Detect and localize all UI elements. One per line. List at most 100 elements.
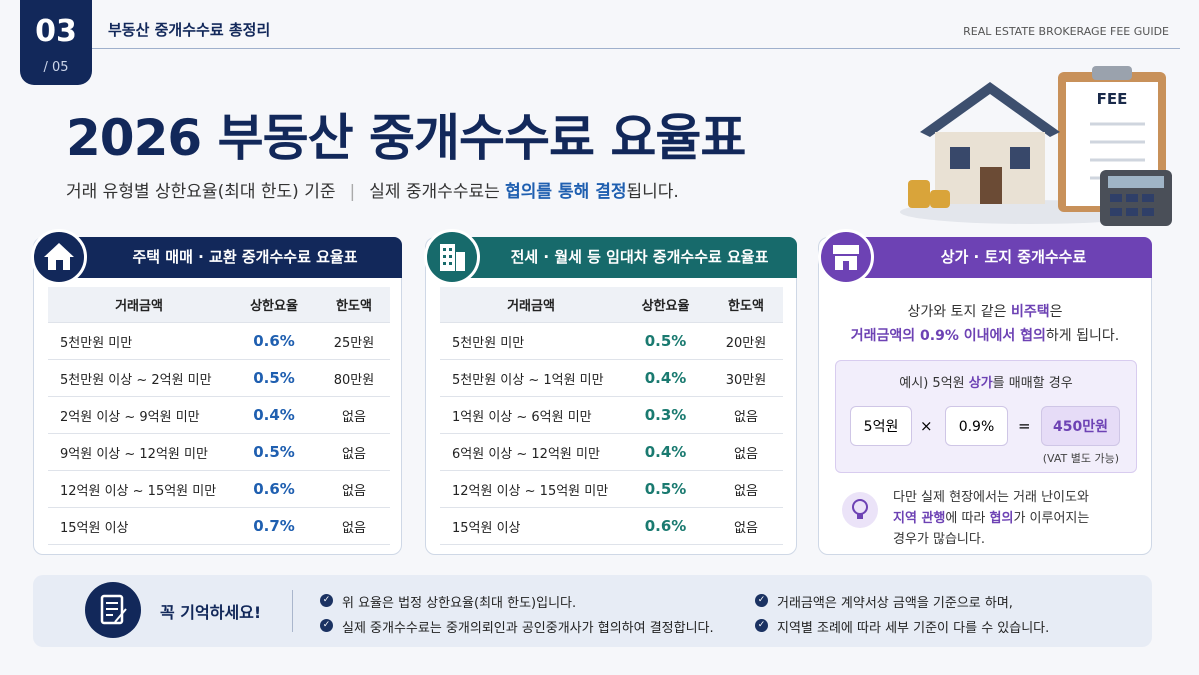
text: 예시) 5억원 xyxy=(899,376,969,391)
card-title: 전세 · 월세 등 임대차 중개수수료 요율표 xyxy=(452,237,797,278)
text: 상가와 토지 같은 xyxy=(907,304,1011,320)
column-header: 상한요율 xyxy=(622,287,709,323)
column-header: 한도액 xyxy=(709,287,783,323)
operator: = xyxy=(1018,417,1031,435)
text: 경우가 많습니다. xyxy=(893,532,985,547)
rate-table: 거래금액 상한요율 한도액 5천만원 미만 0.6% 25만원 5천만원 이상 ~ 2억원 … xyxy=(48,287,390,545)
rate-cell: 0.4% xyxy=(622,433,709,471)
limit-cell: 없음 xyxy=(318,433,390,471)
rate-cell: 0.4% xyxy=(230,396,318,434)
card-title: 주택 매매 · 교환 중개수수료 요율표 xyxy=(58,237,402,278)
text: 하게 됩니다. xyxy=(1045,328,1120,344)
table-row: 12억원 이상 ~ 15억원 미만 0.6% 없음 xyxy=(48,470,390,508)
limit-cell: 25만원 xyxy=(318,322,390,360)
line: 지역 관행에 따라 협의가 이루어지는 xyxy=(893,508,1089,529)
highlight: 협의 xyxy=(989,511,1014,526)
icon-store xyxy=(818,229,874,285)
check-icon: ✓ xyxy=(755,619,768,632)
line: 거래금액의 0.9% 이내에서 협의하게 됩니다. xyxy=(818,324,1152,348)
limit-cell: 30만원 xyxy=(709,359,783,397)
table-row: 15억원 이상 0.6% 없음 xyxy=(440,507,783,545)
note: 됩니다. xyxy=(626,182,679,202)
amount-cell: 15억원 이상 xyxy=(48,507,230,545)
amount-cell: 12억원 이상 ~ 15억원 미만 xyxy=(440,470,622,508)
highlight: 지역 관행 xyxy=(893,511,946,526)
reminder-box xyxy=(33,575,1152,647)
tip: 다만 실제 현장에서는 거래 난이도와 지역 관행에 따라 협의가 이루어지는 … xyxy=(893,487,1089,550)
icon-bulb xyxy=(842,492,878,528)
rate-cell: 0.5% xyxy=(230,359,318,397)
amount-cell: 5천만원 이상 ~ 2억원 미만 xyxy=(48,359,230,397)
rate-cell: 0.6% xyxy=(230,322,318,360)
limit-cell: 없음 xyxy=(709,507,783,545)
table-row: 15억원 이상 0.7% 없음 xyxy=(48,507,390,545)
text: 다만 실제 현장에서는 거래 난이도와 xyxy=(893,490,1089,505)
divider xyxy=(292,590,293,632)
guide-label: REAL ESTATE BROKERAGE FEE GUIDE xyxy=(963,25,1169,38)
text: 은 xyxy=(1049,304,1063,320)
reminder-item: 위 요율은 법정 상한요율(최대 한도)입니다. xyxy=(342,596,577,611)
icon-house xyxy=(31,229,87,285)
amount-cell: 15억원 이상 xyxy=(440,507,622,545)
table-row: 5천만원 이상 ~ 1억원 미만 0.4% 30만원 xyxy=(440,359,783,397)
text: 를 매매할 경우 xyxy=(992,376,1073,391)
illustration: FEE xyxy=(900,66,1172,226)
page-total: / 05 xyxy=(43,60,69,75)
amount-cell: 6억원 이상 ~ 12억원 미만 xyxy=(440,433,622,471)
table-row: 5천만원 미만 0.6% 25만원 xyxy=(48,322,390,360)
limit-cell: 없음 xyxy=(318,470,390,508)
table-row: 5천만원 미만 0.5% 20만원 xyxy=(440,322,783,360)
column-header: 상한요율 xyxy=(230,287,318,323)
column-header: 거래금액 xyxy=(440,287,622,323)
table-row: 2억원 이상 ~ 9억원 미만 0.4% 없음 xyxy=(48,396,390,434)
header-line xyxy=(92,48,1180,49)
limit-cell: 없음 xyxy=(318,396,390,434)
subtitle: 거래 유형별 상한요율(최대 한도) 기준 | 실제 중개수수료는 협의를 통해 결… xyxy=(66,177,679,202)
reminder-item: 지역별 조례에 따라 세부 기준이 다를 수 있습니다. xyxy=(777,621,1050,636)
amount-cell: 1억원 이상 ~ 6억원 미만 xyxy=(440,396,622,434)
icon-building xyxy=(424,229,480,285)
example-note: (VAT 별도 가능) xyxy=(1042,452,1119,465)
reminder-item: 실제 중개수수료는 중개의뢰인과 공인중개사가 협의하여 결정합니다. xyxy=(342,621,714,636)
check-icon: ✓ xyxy=(320,619,333,632)
section-title: 부동산 중개수수료 총정리 xyxy=(108,21,271,39)
page-number: 03 xyxy=(35,14,77,49)
limit-cell: 80만원 xyxy=(318,359,390,397)
title: 2026 부동산 중개수수료 요율표 xyxy=(66,109,746,167)
reminder-item: 거래금액은 계약서상 금액을 기준으로 하며, xyxy=(777,596,1013,611)
table-row: 9억원 이상 ~ 12억원 미만 0.5% 없음 xyxy=(48,433,390,471)
highlight: 비주택 xyxy=(1010,304,1050,320)
table-row: 6억원 이상 ~ 12억원 미만 0.4% 없음 xyxy=(440,433,783,471)
column-header: 한도액 xyxy=(318,287,390,323)
limit-cell: 없음 xyxy=(318,507,390,545)
limit-cell: 20만원 xyxy=(709,322,783,360)
divider: | xyxy=(349,182,356,202)
line: 다만 실제 현장에서는 거래 난이도와 xyxy=(893,487,1089,508)
rate-cell: 0.5% xyxy=(622,470,709,508)
limit-cell: 없음 xyxy=(709,396,783,434)
rate-cell: 0.6% xyxy=(230,470,318,508)
limit-cell: 없음 xyxy=(709,470,783,508)
card-title: 상가 · 토지 중개수수료 xyxy=(845,237,1152,278)
column-header: 거래금액 xyxy=(48,287,230,323)
amount-cell: 9억원 이상 ~ 12억원 미만 xyxy=(48,433,230,471)
rate: 0.9% xyxy=(945,406,1008,446)
rate-cell: 0.5% xyxy=(230,433,318,471)
operator: × xyxy=(920,417,933,435)
note-highlight: 협의를 통해 결정 xyxy=(505,182,627,202)
check-icon: ✓ xyxy=(320,594,333,607)
limit-cell: 없음 xyxy=(709,433,783,471)
amount: 5억원 xyxy=(850,406,912,446)
rate-cell: 0.3% xyxy=(622,396,709,434)
table-row: 5천만원 이상 ~ 2억원 미만 0.5% 80만원 xyxy=(48,359,390,397)
icon-note xyxy=(85,582,141,638)
amount-cell: 5천만원 미만 xyxy=(440,322,622,360)
check-icon: ✓ xyxy=(755,594,768,607)
rate-table: 거래금액 상한요율 한도액 5천만원 미만 0.5% 20만원 5천만원 이상 ~ 1억원 … xyxy=(440,287,783,545)
reminder-title: 꼭 기억하세요! xyxy=(160,603,262,622)
rate-cell: 0.4% xyxy=(622,359,709,397)
rate-cell: 0.6% xyxy=(622,507,709,545)
header-row: 거래금액 상한요율 한도액 xyxy=(48,287,390,323)
header-row: 거래금액 상한요율 한도액 xyxy=(440,287,783,323)
